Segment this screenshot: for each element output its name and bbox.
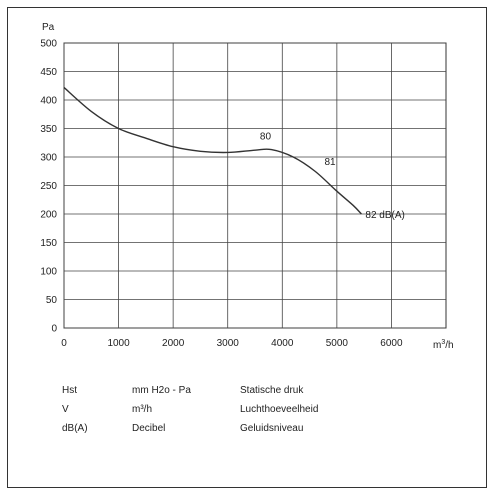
legend-row-v: V m³/h Luchthoeveelheid bbox=[62, 400, 390, 419]
x-tick-label: 6000 bbox=[380, 338, 403, 349]
legend-unit: Decibel bbox=[132, 423, 166, 434]
y-tick-label: 150 bbox=[40, 238, 57, 249]
legend-row-dba: dB(A) Decibel Geluidsniveau bbox=[62, 419, 390, 438]
legend-unit: mm H2o - Pa bbox=[132, 385, 191, 396]
y-tick-label: 250 bbox=[40, 181, 57, 192]
curve-annotation: 81 bbox=[324, 157, 336, 168]
x-tick-label: 2000 bbox=[162, 338, 185, 349]
x-axis-label: m3/h bbox=[433, 339, 454, 351]
series-line bbox=[63, 86, 362, 215]
legend-row-hst: Hst mm H2o - Pa Statische druk bbox=[62, 381, 390, 400]
y-tick-label: 300 bbox=[40, 153, 57, 164]
grid bbox=[63, 42, 447, 329]
y-axis-label: Pa bbox=[42, 22, 55, 33]
y-tick-label: 400 bbox=[40, 96, 57, 107]
chart-frame bbox=[7, 7, 487, 488]
annotation-layer: 80 81 82 dB(A) bbox=[260, 132, 405, 221]
curve-annotation: 82 dB(A) bbox=[365, 210, 404, 221]
legend-table: Hst mm H2o - Pa Statische druk V m³/h Lu… bbox=[62, 381, 390, 438]
legend-desc: Geluidsniveau bbox=[240, 423, 304, 434]
legend-unit: m³/h bbox=[132, 404, 152, 415]
y-tick-label: 350 bbox=[40, 124, 57, 135]
x-tick-label: 4000 bbox=[271, 338, 294, 349]
x-tick-label: 0 bbox=[61, 338, 67, 349]
y-tick-label: 450 bbox=[40, 67, 57, 78]
legend-abbr: V bbox=[62, 404, 69, 415]
legend-desc: Luchthoeveelheid bbox=[240, 404, 319, 415]
x-axis-ticks: 0 1000 2000 3000 4000 5000 6000 bbox=[61, 338, 403, 349]
curve-annotation: 80 bbox=[260, 132, 272, 143]
y-tick-label: 0 bbox=[51, 324, 57, 335]
x-tick-label: 1000 bbox=[107, 338, 130, 349]
legend-desc: Statische druk bbox=[240, 385, 304, 396]
y-tick-label: 100 bbox=[40, 267, 57, 278]
y-axis-ticks: 0 50 100 150 200 250 300 350 400 450 500 bbox=[40, 39, 57, 335]
y-tick-label: 50 bbox=[46, 295, 58, 306]
x-tick-label: 3000 bbox=[217, 338, 240, 349]
y-tick-label: 200 bbox=[40, 210, 57, 221]
legend-abbr: dB(A) bbox=[62, 423, 88, 434]
y-tick-label: 500 bbox=[40, 39, 57, 50]
legend-abbr: Hst bbox=[62, 385, 77, 396]
series-layer bbox=[63, 86, 362, 215]
x-tick-label: 5000 bbox=[326, 338, 349, 349]
